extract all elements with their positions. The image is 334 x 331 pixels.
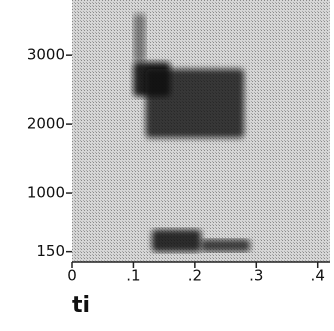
energy-region [151, 229, 201, 252]
energy-region [133, 13, 146, 63]
x-tick-label: .3 [249, 267, 263, 285]
y-tick-label: 3000 [27, 46, 65, 64]
x-tick-label: .2 [188, 267, 202, 285]
chart-title: ti [72, 293, 90, 318]
energy-region [145, 68, 244, 138]
x-tick-label: 0 [67, 267, 77, 285]
x-tick-label: .1 [126, 267, 140, 285]
y-tick-label: 2000 [27, 115, 65, 133]
x-tick-label: .4 [311, 267, 325, 285]
y-tick-label: 1000 [27, 184, 65, 202]
energy-region [201, 239, 251, 252]
y-tick-label: 150 [36, 242, 65, 260]
